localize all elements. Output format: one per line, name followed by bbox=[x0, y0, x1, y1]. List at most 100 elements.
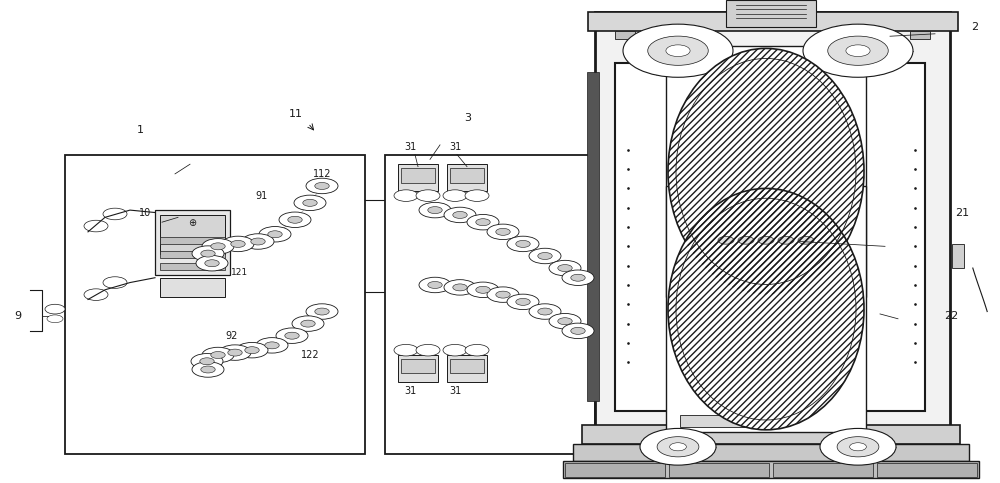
Circle shape bbox=[476, 219, 490, 226]
Circle shape bbox=[419, 202, 451, 218]
Text: 31: 31 bbox=[449, 386, 461, 396]
Circle shape bbox=[259, 227, 291, 242]
Circle shape bbox=[516, 241, 530, 247]
Circle shape bbox=[256, 338, 288, 353]
Bar bbox=[385, 155, 595, 454]
Circle shape bbox=[467, 214, 499, 230]
Circle shape bbox=[245, 347, 259, 354]
Circle shape bbox=[820, 428, 896, 465]
Circle shape bbox=[529, 304, 561, 319]
Circle shape bbox=[718, 236, 734, 244]
Circle shape bbox=[496, 291, 510, 298]
Circle shape bbox=[279, 212, 311, 227]
Circle shape bbox=[648, 36, 708, 65]
Circle shape bbox=[103, 208, 127, 220]
Bar bbox=[450, 168, 484, 183]
Circle shape bbox=[507, 294, 539, 310]
Circle shape bbox=[306, 304, 338, 319]
Circle shape bbox=[670, 443, 686, 451]
Circle shape bbox=[496, 228, 510, 235]
Circle shape bbox=[315, 308, 329, 315]
Circle shape bbox=[640, 428, 716, 465]
Circle shape bbox=[315, 183, 329, 189]
Circle shape bbox=[200, 358, 214, 365]
Circle shape bbox=[84, 289, 108, 300]
Bar bbox=[582, 425, 960, 444]
Bar bbox=[910, 31, 930, 39]
Circle shape bbox=[558, 318, 572, 325]
Bar bbox=[877, 463, 977, 477]
Text: 3: 3 bbox=[464, 114, 472, 123]
Bar bbox=[155, 210, 230, 275]
Bar bbox=[160, 263, 225, 270]
Circle shape bbox=[549, 260, 581, 276]
Circle shape bbox=[202, 347, 234, 363]
Circle shape bbox=[623, 24, 733, 77]
Text: 11: 11 bbox=[289, 109, 303, 118]
Circle shape bbox=[453, 284, 467, 291]
Text: 112: 112 bbox=[313, 169, 331, 179]
Circle shape bbox=[211, 243, 225, 250]
Circle shape bbox=[294, 195, 326, 211]
Bar bbox=[615, 63, 925, 411]
Circle shape bbox=[276, 328, 308, 343]
Bar bbox=[398, 164, 438, 191]
Circle shape bbox=[416, 190, 440, 201]
Bar bbox=[398, 355, 438, 382]
Text: $\oplus$: $\oplus$ bbox=[188, 217, 197, 227]
Text: 91: 91 bbox=[256, 191, 268, 200]
Circle shape bbox=[828, 36, 888, 65]
Bar bbox=[160, 215, 225, 254]
Circle shape bbox=[306, 178, 338, 194]
Circle shape bbox=[571, 274, 585, 281]
Circle shape bbox=[192, 246, 224, 261]
Bar bbox=[726, 0, 816, 27]
Bar bbox=[573, 444, 969, 461]
Bar bbox=[447, 164, 487, 191]
Circle shape bbox=[758, 236, 774, 244]
Circle shape bbox=[394, 190, 418, 201]
Circle shape bbox=[516, 298, 530, 305]
Text: 92: 92 bbox=[226, 331, 238, 341]
Bar bbox=[773, 463, 873, 477]
Bar bbox=[563, 461, 979, 478]
Text: 10: 10 bbox=[139, 208, 151, 217]
Circle shape bbox=[211, 352, 225, 358]
Text: 31: 31 bbox=[449, 142, 461, 152]
Text: 1: 1 bbox=[136, 126, 144, 135]
Circle shape bbox=[265, 342, 279, 349]
Circle shape bbox=[285, 332, 299, 339]
Circle shape bbox=[231, 241, 245, 247]
Bar bbox=[588, 12, 958, 31]
Circle shape bbox=[202, 239, 234, 254]
Circle shape bbox=[507, 236, 539, 252]
Circle shape bbox=[103, 277, 127, 288]
Circle shape bbox=[798, 236, 814, 244]
Circle shape bbox=[850, 443, 866, 451]
Circle shape bbox=[778, 236, 794, 244]
Circle shape bbox=[222, 236, 254, 252]
Circle shape bbox=[444, 207, 476, 223]
Circle shape bbox=[562, 323, 594, 339]
Circle shape bbox=[201, 366, 215, 373]
Text: 9: 9 bbox=[14, 312, 22, 321]
Text: 121: 121 bbox=[231, 269, 249, 277]
Bar bbox=[160, 278, 225, 297]
Bar bbox=[680, 415, 760, 427]
Circle shape bbox=[803, 24, 913, 77]
Text: 122: 122 bbox=[301, 350, 319, 360]
Circle shape bbox=[416, 344, 440, 356]
Bar bbox=[450, 359, 484, 373]
Bar bbox=[587, 72, 599, 401]
Circle shape bbox=[428, 282, 442, 288]
Ellipse shape bbox=[668, 48, 864, 295]
Text: 2: 2 bbox=[971, 22, 979, 31]
Circle shape bbox=[292, 316, 324, 331]
Circle shape bbox=[738, 236, 754, 244]
Circle shape bbox=[228, 349, 242, 356]
Circle shape bbox=[192, 362, 224, 377]
Circle shape bbox=[538, 308, 552, 315]
Circle shape bbox=[201, 250, 215, 257]
Circle shape bbox=[303, 199, 317, 206]
Circle shape bbox=[419, 277, 451, 293]
